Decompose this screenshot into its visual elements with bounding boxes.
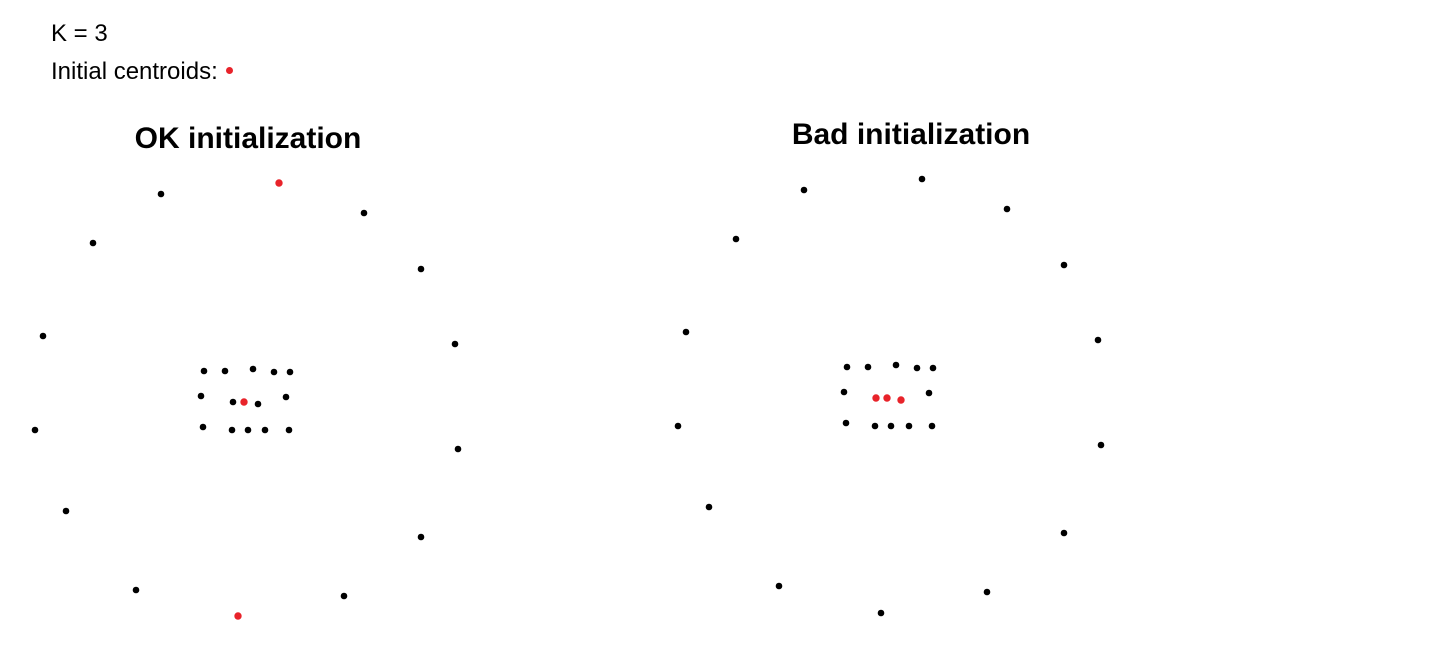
- data-point: [1060, 529, 1068, 537]
- data-point: [197, 392, 205, 400]
- data-point: [682, 328, 690, 336]
- centroid-legend-text: Initial centroids:: [51, 58, 218, 85]
- data-point: [1060, 261, 1068, 269]
- panel-title-bad: Bad initialization: [791, 118, 1031, 151]
- data-point: [705, 503, 713, 511]
- k-value-text: K = 3: [51, 20, 108, 47]
- data-point: [244, 426, 252, 434]
- centroid-legend: Initial centroids:: [51, 58, 233, 86]
- data-point: [62, 507, 70, 515]
- data-point: [340, 592, 348, 600]
- data-point: [286, 368, 294, 376]
- data-point: [674, 422, 682, 430]
- centroid-point: [240, 398, 248, 406]
- data-point: [39, 332, 47, 340]
- data-point: [199, 423, 207, 431]
- data-point: [200, 367, 208, 375]
- data-point: [451, 340, 459, 348]
- panel-title-ok: OK initialization: [134, 122, 362, 155]
- data-point: [775, 582, 783, 590]
- data-point: [732, 235, 740, 243]
- data-point: [840, 388, 848, 396]
- panel-ok-points: [31, 179, 462, 620]
- data-point: [983, 588, 991, 596]
- data-point: [842, 419, 850, 427]
- panel-bad-points: [674, 175, 1105, 617]
- data-point: [877, 609, 885, 617]
- data-point: [285, 426, 293, 434]
- data-point: [249, 365, 257, 373]
- data-point: [871, 422, 879, 430]
- data-point: [843, 363, 851, 371]
- data-point: [254, 400, 262, 408]
- data-point: [887, 422, 895, 430]
- data-point: [417, 533, 425, 541]
- data-point: [454, 445, 462, 453]
- data-point: [929, 364, 937, 372]
- data-point: [157, 190, 165, 198]
- data-point: [892, 361, 900, 369]
- data-point: [360, 209, 368, 217]
- centroid-point: [872, 394, 880, 402]
- centroid-legend-dot: [225, 67, 233, 75]
- centroid-point: [897, 396, 905, 404]
- data-point: [229, 398, 237, 406]
- data-point: [228, 426, 236, 434]
- data-point: [261, 426, 269, 434]
- centroid-point: [275, 179, 283, 187]
- data-point: [913, 364, 921, 372]
- data-point: [221, 367, 229, 375]
- data-point: [31, 426, 39, 434]
- centroid-point: [234, 612, 242, 620]
- centroid-point: [883, 394, 891, 402]
- data-point: [928, 422, 936, 430]
- data-point: [905, 422, 913, 430]
- data-point: [1097, 441, 1105, 449]
- data-point: [1003, 205, 1011, 213]
- data-point: [89, 239, 97, 247]
- data-point: [918, 175, 926, 183]
- data-point: [270, 368, 278, 376]
- data-point: [132, 586, 140, 594]
- data-point: [925, 389, 933, 397]
- data-point: [864, 363, 872, 371]
- data-point: [417, 265, 425, 273]
- data-point: [282, 393, 290, 401]
- k-value-label: K = 3: [51, 20, 108, 48]
- data-point: [800, 186, 808, 194]
- data-point: [1094, 336, 1102, 344]
